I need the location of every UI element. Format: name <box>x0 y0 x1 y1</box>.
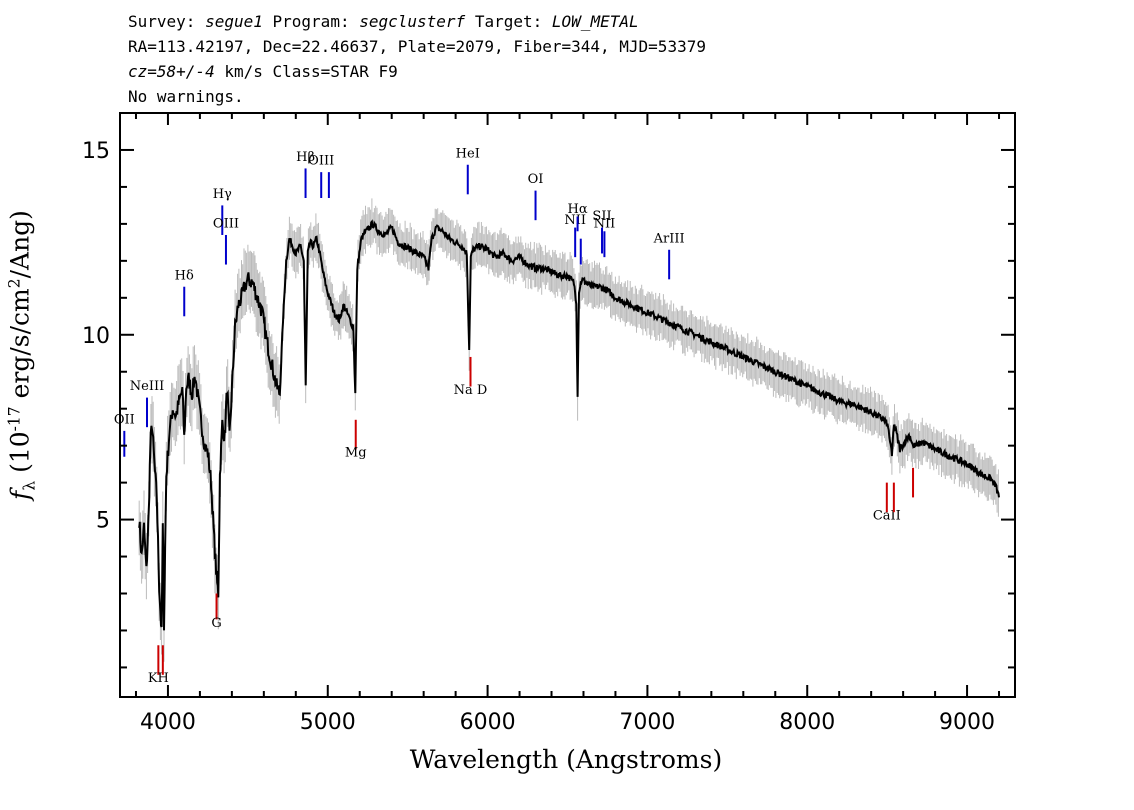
x-tick-label: 4000 <box>140 710 196 735</box>
survey-label: Survey: <box>128 12 196 31</box>
x-tick-label: 9000 <box>939 710 995 735</box>
line-label: NeIII <box>130 379 164 394</box>
header-line-3: cz=58+/-4 km/s Class=STAR F9 <box>128 62 398 81</box>
axis-ticks: 4000 5000 6000 7000 8000 9000 5 10 15 <box>82 112 1015 735</box>
x-tick-label: 8000 <box>779 710 835 735</box>
x-tick-label: 7000 <box>619 710 675 735</box>
target-label: Target: <box>474 12 543 31</box>
redshift-value: cz=58+/-4 <box>128 62 215 81</box>
x-tick-label: 5000 <box>300 710 356 735</box>
line-label: Na D <box>454 383 488 398</box>
error-band <box>138 198 999 662</box>
line-label: HeI <box>456 146 480 161</box>
line-label: NII <box>594 217 616 232</box>
error-band-path <box>138 198 999 662</box>
plot-frame <box>119 112 1016 698</box>
y-label-exp: -17 <box>5 406 24 432</box>
header-line-4: No warnings. <box>128 87 244 106</box>
x-tick-label: 6000 <box>460 710 516 735</box>
y-tick-label: 5 <box>96 509 110 534</box>
y-label-a: (10 <box>5 431 35 481</box>
line-label: KH <box>148 671 169 686</box>
line-label: OII <box>114 412 135 427</box>
header-line-2: RA=113.42197, Dec=22.46637, Plate=2079, … <box>128 37 706 56</box>
line-label: Mg <box>345 446 367 461</box>
y-tick-label: 15 <box>82 139 110 164</box>
x-axis-label: Wavelength (Angstroms) <box>409 745 723 774</box>
y-label-b: erg/s/cm <box>5 288 35 407</box>
y-label-c: /Ang) <box>5 210 35 279</box>
survey-value: segue1 <box>205 12 263 31</box>
spectrum-line <box>138 219 1000 631</box>
line-label: Hα <box>568 202 588 217</box>
program-label: Program: <box>272 12 350 31</box>
y-label-sq: 2 <box>5 278 24 289</box>
line-label: OIII <box>213 217 239 232</box>
line-label: Hγ <box>213 187 232 202</box>
y-tick-label: 10 <box>82 324 110 349</box>
class-value: km/s Class=STAR F9 <box>214 62 398 81</box>
line-label: Hβ <box>296 150 315 165</box>
target-value: LOW_METAL <box>551 12 639 31</box>
line-label: OIII <box>308 154 334 169</box>
line-label: ArIII <box>653 231 685 246</box>
line-label: OI <box>528 172 544 187</box>
line-label: Hδ <box>175 268 194 283</box>
y-label-f: f <box>5 490 35 500</box>
y-label-sub: λ <box>20 480 39 491</box>
line-label: G <box>211 616 221 631</box>
line-label: NII <box>564 213 586 228</box>
line-label: SII <box>592 209 611 224</box>
program-value: segclusterf <box>359 12 466 31</box>
line-label: CaII <box>873 509 901 524</box>
header-line-1: Survey: segue1 Program: segclusterf Targ… <box>128 12 639 31</box>
